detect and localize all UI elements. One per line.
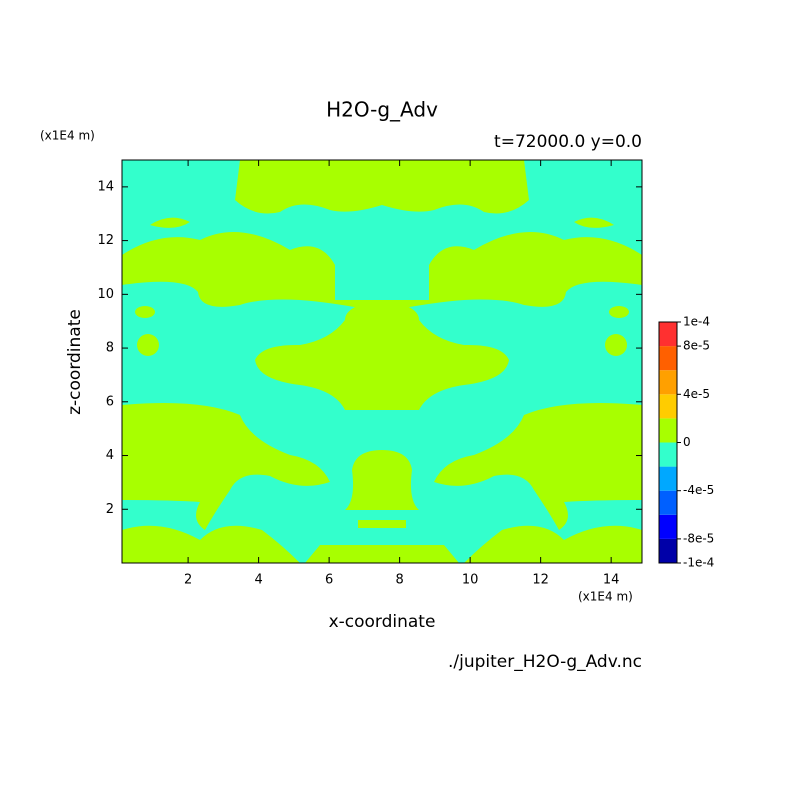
colorbar-bin: [659, 346, 677, 371]
contour-region: [382, 300, 509, 410]
contour-region: [122, 525, 300, 563]
contour-region: [382, 450, 419, 510]
x-tick-label: 2: [184, 573, 192, 588]
contour-region: [382, 520, 406, 528]
y-tick-label: 6: [106, 394, 114, 409]
colorbar-bin: [659, 466, 677, 491]
contour-region: [215, 451, 239, 469]
x-unit: (x1E4 m): [578, 590, 633, 604]
contour-region: [574, 217, 614, 228]
contour-region: [605, 334, 627, 356]
contour-region: [305, 545, 382, 563]
colorbar-tick-label: 0: [683, 435, 691, 449]
y-tick-label: 4: [106, 448, 114, 463]
colorbar-tick-label: 1e-4: [683, 315, 710, 329]
colorbar-bin: [659, 394, 677, 419]
contour-region: [525, 451, 549, 469]
contour-region: [135, 306, 155, 318]
contour-region: [255, 300, 382, 410]
x-axis-label: x-coordinate: [329, 612, 436, 632]
colorbar-tick-label: 4e-5: [683, 387, 710, 401]
x-tick-label: 8: [395, 573, 403, 588]
colorbar-tick-label: -1e-4: [683, 556, 714, 570]
y-tick-label: 2: [106, 502, 114, 517]
x-tick-label: 10: [462, 573, 479, 588]
colorbar-bin: [659, 418, 677, 443]
colorbar-tick-label: -4e-5: [683, 483, 714, 497]
colorbar-tick-label: 8e-5: [683, 339, 710, 353]
y-tick-label: 12: [97, 233, 114, 248]
y-axis-label: z-coordinate: [65, 309, 85, 415]
plot-frame: [121, 159, 643, 564]
chart-title: H2O-g_Adv: [326, 98, 438, 122]
x-tick-label: 6: [325, 573, 333, 588]
field: [122, 160, 642, 563]
y-unit: (x1E4 m): [40, 129, 95, 143]
contour-region: [150, 217, 190, 228]
contour-region: [382, 160, 529, 214]
contour-region: [358, 520, 382, 528]
contour-region: [382, 545, 459, 563]
x-tick-label: 4: [254, 573, 262, 588]
contour-region: [382, 232, 642, 312]
y-tick-label: 14: [97, 179, 114, 194]
y-tick-label: 8: [106, 341, 114, 356]
colorbar-bin: [659, 370, 677, 395]
contour-region: [137, 334, 159, 356]
colorbar-bin: [659, 514, 677, 539]
contour-region: [464, 525, 642, 563]
colorbar-bin: [659, 538, 677, 563]
contour-region: [235, 160, 382, 214]
subtitle: t=72000.0 y=0.0: [494, 132, 642, 152]
colorbar-bin: [659, 322, 677, 347]
y-tick-label: 10: [97, 287, 114, 302]
contour-region: [345, 450, 382, 510]
axes: [122, 160, 642, 563]
source-file: ./jupiter_H2O-g_Adv.nc: [448, 652, 642, 672]
x-tick-label: 14: [603, 573, 620, 588]
colorbar-bin: [659, 442, 677, 467]
contour-region: [609, 306, 629, 318]
colorbar-tick-label: -8e-5: [683, 531, 714, 545]
contour-region: [122, 232, 382, 312]
colorbar-bin: [659, 490, 677, 515]
x-tick-label: 12: [532, 573, 549, 588]
